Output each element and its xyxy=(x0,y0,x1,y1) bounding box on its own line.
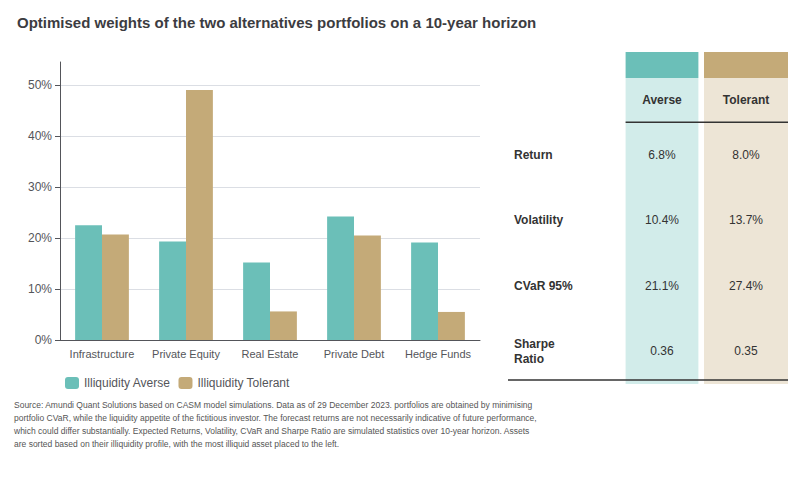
svg-text:Return: Return xyxy=(514,148,553,162)
svg-text:are sorted based on their illi: are sorted based on their illiquidity pr… xyxy=(14,439,339,449)
svg-text:Private Equity: Private Equity xyxy=(152,348,220,360)
svg-text:Volatility: Volatility xyxy=(514,213,563,227)
svg-text:Infrastructure: Infrastructure xyxy=(70,348,135,360)
svg-text:0.36: 0.36 xyxy=(650,344,674,358)
svg-text:Illiquidity Tolerant: Illiquidity Tolerant xyxy=(197,376,289,390)
svg-text:8.0%: 8.0% xyxy=(732,148,760,162)
svg-text:CVaR 95%: CVaR 95% xyxy=(514,279,573,293)
svg-text:27.4%: 27.4% xyxy=(729,279,763,293)
svg-text:0.35: 0.35 xyxy=(734,344,758,358)
svg-text:Sharpe: Sharpe xyxy=(514,337,555,351)
svg-text:6.8%: 6.8% xyxy=(648,148,676,162)
svg-text:Private Debt: Private Debt xyxy=(324,348,385,360)
svg-text:40%: 40% xyxy=(28,129,52,143)
svg-text:30%: 30% xyxy=(28,180,52,194)
svg-text:0%: 0% xyxy=(35,333,53,347)
svg-text:Source: Amundi Quant Solutions: Source: Amundi Quant Solutions based on … xyxy=(14,400,533,410)
svg-text:Real Estate: Real Estate xyxy=(242,348,299,360)
svg-text:which could differ substantial: which could differ substantially. Expect… xyxy=(13,426,529,436)
svg-text:Optimised weights of the two a: Optimised weights of the two alternative… xyxy=(17,14,536,31)
svg-text:Hedge Funds: Hedge Funds xyxy=(405,348,472,360)
svg-text:13.7%: 13.7% xyxy=(729,213,763,227)
svg-text:Illiquidity Averse: Illiquidity Averse xyxy=(84,376,170,390)
svg-text:portfolio CVaR, while the liqu: portfolio CVaR, while the liquidity appe… xyxy=(14,413,537,423)
svg-text:10.4%: 10.4% xyxy=(645,213,679,227)
svg-text:Averse: Averse xyxy=(642,93,682,107)
svg-text:Ratio: Ratio xyxy=(514,352,544,366)
svg-text:10%: 10% xyxy=(28,282,52,296)
svg-text:Tolerant: Tolerant xyxy=(723,93,769,107)
svg-text:21.1%: 21.1% xyxy=(645,279,679,293)
svg-text:50%: 50% xyxy=(28,78,52,92)
svg-text:20%: 20% xyxy=(28,231,52,245)
